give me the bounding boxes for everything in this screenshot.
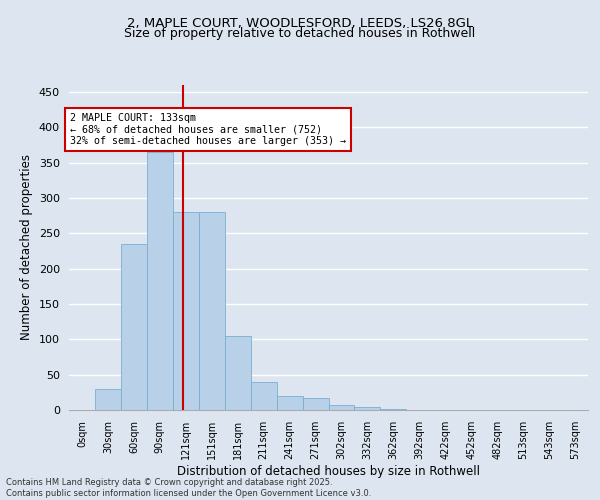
- Bar: [121, 244, 147, 410]
- Bar: [199, 212, 224, 410]
- Text: 2, MAPLE COURT, WOODLESFORD, LEEDS, LS26 8GL: 2, MAPLE COURT, WOODLESFORD, LEEDS, LS26…: [127, 18, 473, 30]
- Bar: [173, 212, 199, 410]
- Text: Contains HM Land Registry data © Crown copyright and database right 2025.
Contai: Contains HM Land Registry data © Crown c…: [6, 478, 371, 498]
- Text: 2 MAPLE COURT: 133sqm
← 68% of detached houses are smaller (752)
32% of semi-det: 2 MAPLE COURT: 133sqm ← 68% of detached …: [70, 114, 346, 146]
- X-axis label: Distribution of detached houses by size in Rothwell: Distribution of detached houses by size …: [177, 464, 480, 477]
- Bar: [251, 382, 277, 410]
- Bar: [329, 405, 355, 410]
- Bar: [302, 398, 329, 410]
- Bar: [277, 396, 302, 410]
- Bar: [95, 389, 121, 410]
- Bar: [147, 152, 173, 410]
- Bar: [355, 407, 380, 410]
- Text: Size of property relative to detached houses in Rothwell: Size of property relative to detached ho…: [124, 28, 476, 40]
- Y-axis label: Number of detached properties: Number of detached properties: [20, 154, 33, 340]
- Bar: [225, 336, 251, 410]
